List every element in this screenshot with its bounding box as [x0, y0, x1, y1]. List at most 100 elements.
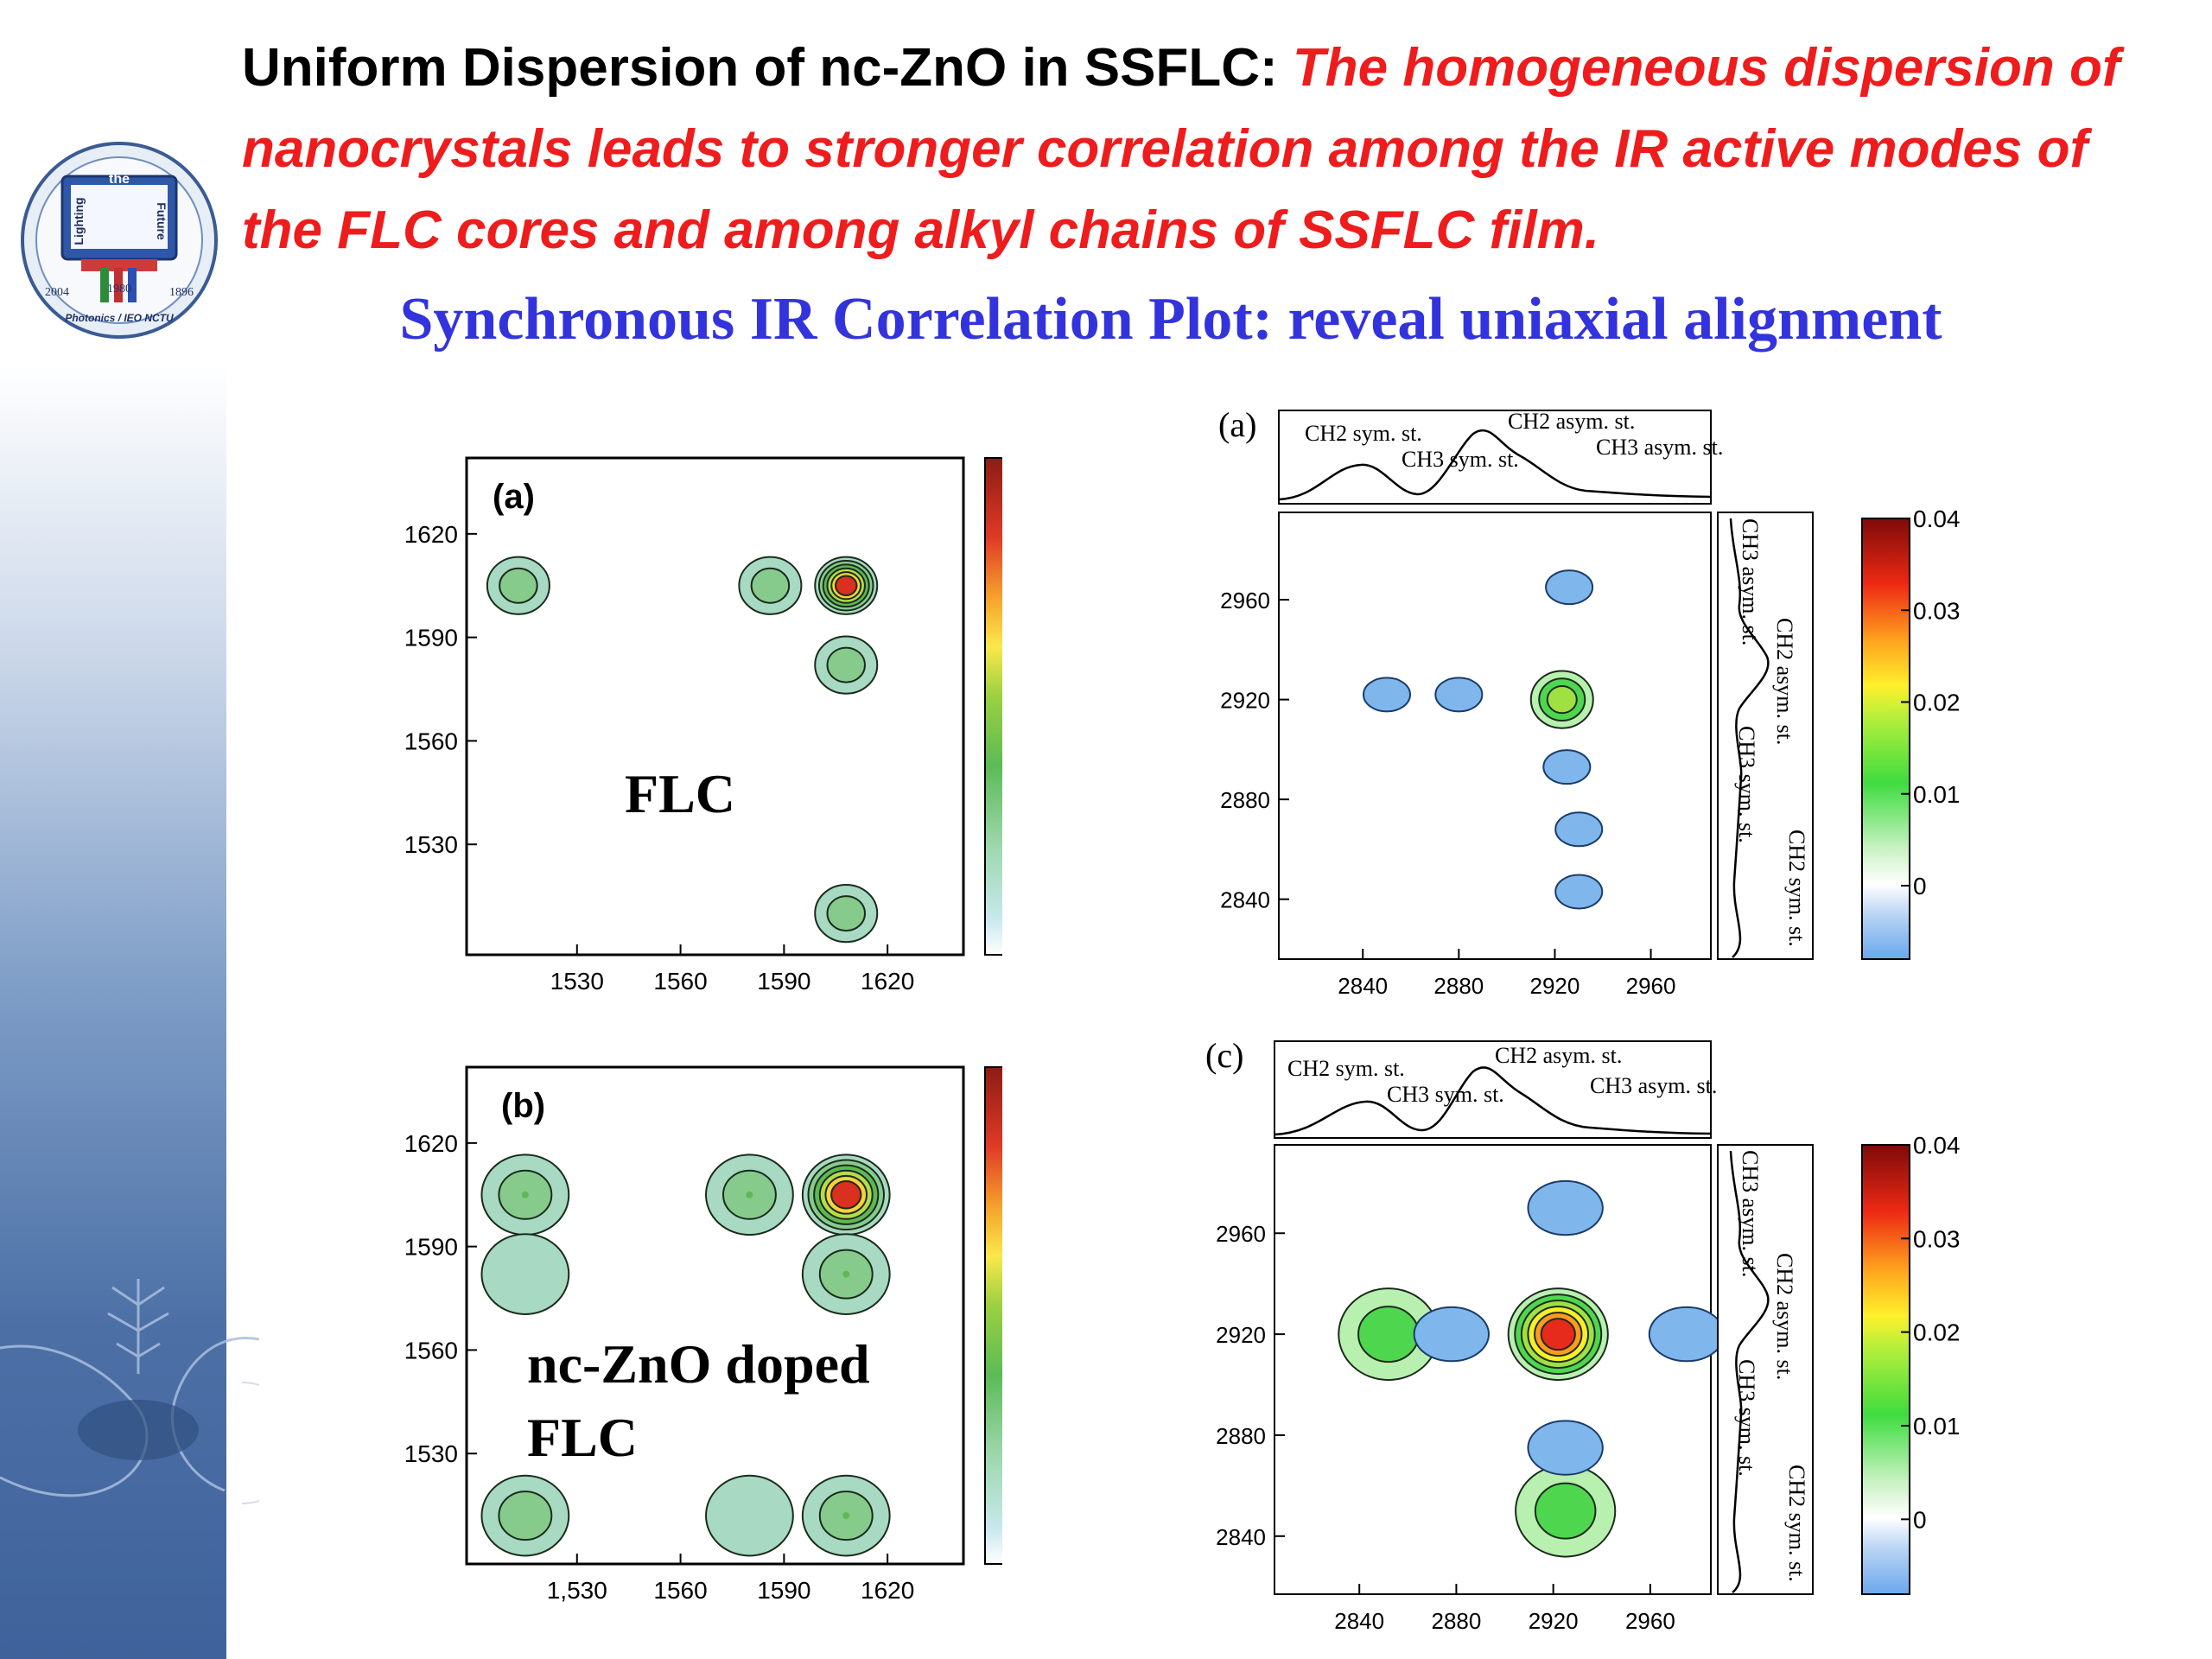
x-tick-label: 2840: [1334, 1608, 1384, 1634]
side-label-ch3-asym: CH3 asym. st.: [1738, 518, 1763, 645]
spectrum-label-ch2-sym: CH2 sym. st.: [1305, 421, 1422, 446]
lighting-the-future-logo: the Lighting Future 2004 1980 1896 Photo…: [21, 142, 218, 339]
x-ticks: 2840 2880 2920 2960: [1334, 1584, 1675, 1634]
peak-center: [521, 1512, 529, 1520]
peak-center: [842, 1191, 850, 1198]
colorbar: [1861, 1144, 1910, 1595]
contour-layer: [1363, 569, 1604, 910]
colorbar-tick-label: 0.01: [1913, 1413, 1961, 1440]
y-tick-label: 2880: [1220, 787, 1270, 813]
x-tick-label: 2920: [1530, 973, 1580, 999]
y-tick-label: 1590: [404, 625, 458, 652]
chart-flc-fingerprint: (a) FLC 1530 1560 1590 1620 162015901560153…: [404, 456, 1002, 995]
panel-label: (a): [493, 478, 535, 516]
spectrum-label-ch3-asym: CH3 asym. st.: [1590, 1073, 1717, 1098]
y-tick-label: 1620: [404, 521, 458, 548]
peak-center: [746, 1512, 753, 1520]
y-tick-label: 2880: [1216, 1423, 1266, 1449]
side-label-ch3-sym: CH3 sym. st.: [1734, 726, 1759, 843]
title-italic-text: The homogeneous dispersion of nanocrysta…: [242, 38, 2120, 260]
plot-frame: [1274, 1144, 1712, 1595]
slide-title: Uniform Dispersion of nc-ZnO in SSFLC: T…: [242, 28, 2177, 271]
annotation-line-2: FLC: [527, 1407, 638, 1468]
plot-frame: [465, 1065, 965, 1566]
spectrum-frame: [1278, 410, 1712, 505]
peak-center: [1554, 1331, 1562, 1338]
x-tick-label: 1560: [653, 968, 707, 995]
annotation-line-1: nc-ZnO doped: [527, 1333, 870, 1395]
peak-center: [521, 1270, 529, 1278]
colorbar-tick-label: 0.03: [1913, 1225, 1961, 1252]
logo-year-left: 2004: [45, 286, 69, 299]
spectrum-line: [1274, 1066, 1712, 1136]
peak-center: [842, 661, 850, 669]
peak-center: [1384, 1331, 1392, 1338]
spectrum-frame: [1274, 1040, 1712, 1139]
y-tick-label: 2840: [1220, 887, 1270, 913]
negative-peak-contour: [1413, 1306, 1491, 1363]
y-ticks: 2960 2920 2880 2840: [1216, 1221, 1285, 1550]
colorbar: [984, 457, 1002, 956]
spectrum-label-ch3-sym: CH3 sym. st.: [1402, 447, 1519, 472]
contour-layer: [480, 1154, 891, 1557]
logo-year-right: 1896: [169, 286, 194, 299]
side-label-ch2-sym: CH2 sym. st.: [1784, 830, 1809, 947]
logo-left-text: Lighting: [72, 197, 86, 245]
negative-peak-contour: [1545, 569, 1594, 606]
side-label-ch3-sym: CH3 sym. st.: [1734, 1359, 1759, 1477]
negative-peak-contour: [1554, 811, 1604, 848]
y-tick-label: 1560: [404, 1337, 458, 1363]
y-tick-label: 2920: [1220, 688, 1270, 714]
logo-bottom-text: Photonics / IEO NCTU: [65, 312, 174, 324]
x-tick-label: 1590: [757, 968, 810, 995]
spectrum-line: [1278, 429, 1712, 501]
negative-peak-contour: [1527, 1420, 1604, 1476]
spectrum-label-ch3-sym: CH3 sym. st.: [1387, 1082, 1504, 1107]
y-tick-label: 2920: [1216, 1322, 1266, 1348]
y-tick-label: 1530: [404, 831, 458, 858]
colorbar: [984, 1066, 1002, 1565]
side-label-ch2-sym: CH2 sym. st.: [1784, 1465, 1809, 1582]
x-tick-label: 2960: [1625, 1608, 1675, 1634]
side-label-ch3-asym: CH3 asym. st.: [1738, 1150, 1763, 1277]
colorbar-ticks: 0.04 0.03 0.02 0.01 0: [1901, 1132, 1961, 1533]
peak-center: [766, 582, 774, 589]
y-tick-label: 1530: [404, 1440, 458, 1467]
peak-center: [514, 582, 522, 589]
peak-center: [746, 1191, 753, 1198]
peak-center: [842, 1512, 850, 1520]
side-spectrum-line: [1729, 518, 1770, 958]
chart-nczno-doped-flc-fingerprint: (b) nc-ZnO doped FLC 1,530 1560 1590 1620 1…: [404, 1065, 1002, 1604]
peak-center: [521, 1191, 529, 1198]
y-ticks: 1620 1590 1560 1530: [404, 521, 477, 858]
side-label-ch2-asym: CH2 asym. st.: [1772, 1253, 1797, 1380]
logo-right-text: Future: [155, 202, 168, 240]
peak-center: [1561, 1507, 1569, 1515]
x-tick-label: 2840: [1338, 973, 1388, 999]
side-spectrum-line: [1729, 1150, 1770, 1593]
peak-center: [842, 910, 850, 918]
spectrum-label-ch2-asym: CH2 asym. st.: [1495, 1043, 1622, 1068]
x-tick-label: 2920: [1529, 1608, 1579, 1634]
y-tick-label: 1620: [404, 1130, 458, 1157]
negative-peak-contour: [1434, 677, 1484, 713]
peak-center: [842, 1270, 850, 1278]
peak-center: [1558, 696, 1566, 703]
colorbar: [1861, 518, 1910, 960]
panel-label: (b): [501, 1087, 545, 1125]
plot-frame: [1278, 512, 1712, 960]
x-tick-label: 1620: [861, 968, 914, 995]
colorbar-tick-label: 0: [1913, 1506, 1927, 1533]
y-tick-label: 2960: [1216, 1221, 1266, 1247]
logo-year-center: 1980: [107, 283, 131, 296]
hands-holding-soil-illustration: [0, 1279, 259, 1504]
chart-alkyl-synchronous-c: (c) CH2 sym. st. CH3 sym. st. CH2 asym. …: [1205, 1036, 1961, 1634]
chart-alkyl-synchronous-a: (a) CH2 sym. st. CH3 sym. st. CH2 asym. …: [1218, 405, 1961, 999]
colorbar-tick-label: 0.03: [1913, 597, 1961, 624]
negative-peak-contour: [1363, 677, 1411, 713]
colorbar-tick-label: 0: [1913, 873, 1927, 899]
x-tick-label: 1590: [757, 1577, 810, 1604]
negative-peak-contour: [1554, 874, 1604, 910]
negative-peak-contour: [1542, 749, 1592, 785]
x-tick-label: 2880: [1433, 973, 1484, 999]
